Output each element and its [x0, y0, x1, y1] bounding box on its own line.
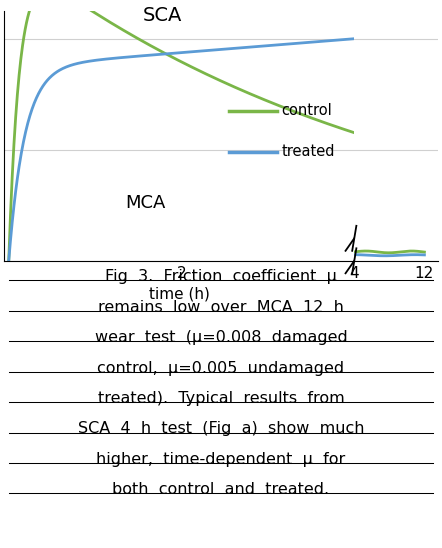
Text: wear  test  (μ=0.008  damaged: wear test (μ=0.008 damaged [95, 330, 347, 345]
Text: treated: treated [282, 145, 335, 159]
Text: remains  low  over  MCA  12  h: remains low over MCA 12 h [98, 300, 344, 315]
Text: SCA  4  h  test  (Fig  a)  show  much: SCA 4 h test (Fig a) show much [78, 421, 364, 436]
X-axis label: time (h): time (h) [149, 286, 210, 301]
Text: control: control [282, 104, 332, 118]
Text: treated).  Typical  results  from: treated). Typical results from [98, 391, 344, 406]
Text: both  control  and  treated.: both control and treated. [112, 482, 330, 497]
Text: higher,  time-dependent  μ  for: higher, time-dependent μ for [96, 452, 346, 467]
Text: Fig  3.  Friction  coefficient  μ: Fig 3. Friction coefficient μ [105, 269, 337, 284]
Text: control,  μ=0.005  undamaged: control, μ=0.005 undamaged [97, 361, 345, 375]
Text: SCA: SCA [143, 7, 182, 25]
Text: MCA: MCA [126, 194, 166, 212]
